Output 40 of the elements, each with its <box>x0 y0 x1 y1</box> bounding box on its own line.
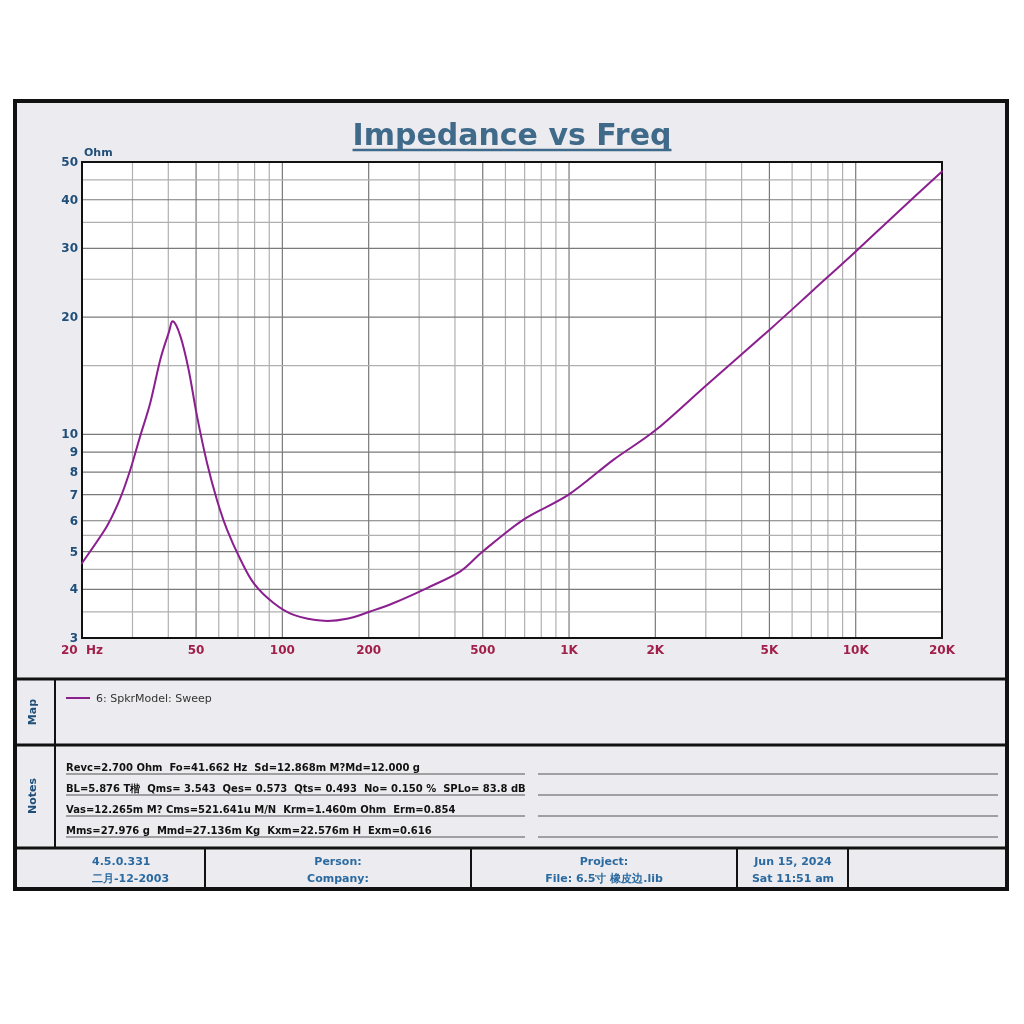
text: Revc=2.700 Ohm Fo=41.662 Hz Sd=12.868m M?Md=12.000 g <box>66 762 421 773</box>
y-tick-label: 8 <box>69 465 78 480</box>
text: Project: <box>579 855 629 868</box>
y-tick-label: 9 <box>69 445 78 460</box>
text: Jun 15, 2024 <box>753 855 833 868</box>
x-tick-label: 2K <box>646 643 665 657</box>
text: Notes <box>26 777 39 815</box>
text: 4.5.0.331 <box>92 855 151 868</box>
y-axis-title: Ohm <box>84 146 113 159</box>
text: Person: <box>314 855 362 868</box>
y-tick-label: 7 <box>69 487 78 502</box>
x-tick-label: 100 <box>269 643 295 657</box>
x-tick-label: 500 <box>470 643 496 657</box>
y-tick-label: 5 <box>69 544 78 559</box>
text: Company: <box>307 872 369 885</box>
y-tick-label: 40 <box>61 192 78 207</box>
text: 二月-12-2003 <box>92 872 170 885</box>
legend-label: 6: SpkrModel: Sweep <box>96 692 212 705</box>
x-tick-label: 20 Hz <box>60 643 104 657</box>
text: Map <box>26 698 39 726</box>
x-tick-label: 5K <box>760 643 779 657</box>
y-tick-label: 10 <box>61 427 78 442</box>
text: BL=5.876 T楷 Qms= 3.543 Qes= 0.573 Qts= 0.493 No= 0.150 % SPLo= 83.8 dB <box>66 783 526 794</box>
y-tick-label: 4 <box>69 582 78 597</box>
y-tick-label: 30 <box>61 241 78 256</box>
text: File: 6.5寸 橡皮边.lib <box>545 872 663 885</box>
y-tick-label: 3 <box>69 631 78 645</box>
text: Sat 11:51 am <box>751 872 835 885</box>
x-tick-label: 20K <box>929 643 956 657</box>
y-tick-label: 50 <box>61 155 78 169</box>
x-tick-label: 1K <box>560 643 579 657</box>
text: Vas=12.265m M? Cms=521.641u M/N Krm=1.460m Ohm Erm=0.854 <box>66 804 456 815</box>
y-tick-label: 6 <box>69 513 78 528</box>
text: Mms=27.976 g Mmd=27.136m Kg Kxm=22.576m H Exm=0.616 <box>66 825 432 836</box>
x-tick-label: 200 <box>356 643 382 657</box>
chart-title: Impedance vs Freq <box>352 117 672 152</box>
y-tick-label: 20 <box>61 310 78 325</box>
legend: 6: SpkrModel: Sweep <box>65 692 212 705</box>
x-tick-label: 10K <box>842 643 870 657</box>
x-tick-label: 50 <box>187 643 205 657</box>
